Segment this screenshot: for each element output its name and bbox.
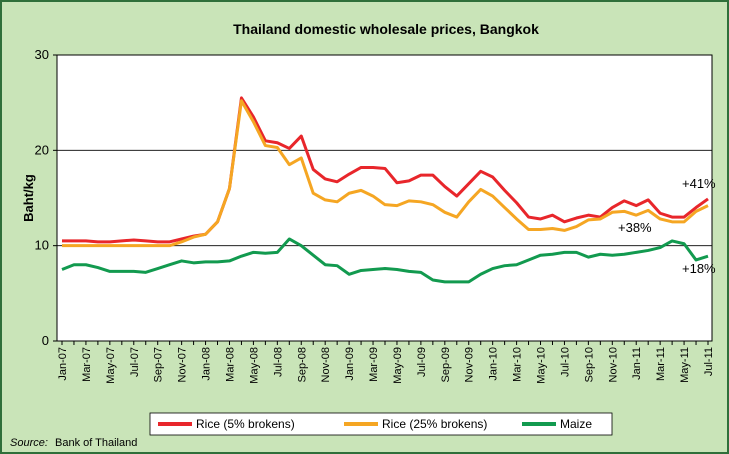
x-tick-label: Jan-07 — [57, 347, 69, 381]
legend: Rice (5% brokens) Rice (25% brokens) Maize — [149, 412, 613, 436]
x-tick-label: May-07 — [105, 347, 117, 384]
series-line — [62, 99, 709, 248]
x-tick-label: Jan-11 — [631, 347, 643, 380]
annotation: +38% — [618, 220, 652, 235]
x-tick-label: Nov-07 — [177, 347, 189, 382]
legend-label: Rice (25% brokens) — [382, 417, 487, 431]
x-tick-label: May-08 — [248, 347, 260, 384]
source-label: Source: — [10, 437, 48, 449]
x-tick-label: Mar-11 — [655, 347, 667, 381]
x-tick-label: Jan-09 — [344, 347, 356, 381]
x-tick-label: Mar-09 — [368, 347, 380, 382]
series-line — [62, 96, 709, 244]
x-tick-label: Jan-08 — [201, 347, 213, 381]
x-tick-label: May-10 — [536, 347, 548, 384]
x-tick-label: Sep-10 — [583, 347, 595, 382]
x-tick-label: Sep-08 — [296, 347, 308, 382]
y-axis-label: Baht/kg — [21, 174, 36, 222]
annotation: +41% — [682, 176, 716, 191]
y-tick-label: 0 — [42, 333, 49, 348]
x-tick-label: May-09 — [392, 347, 404, 384]
x-tick-label: Jul-07 — [129, 347, 141, 377]
y-tick-label: 10 — [35, 238, 49, 253]
plot-area — [56, 54, 713, 342]
x-tick-label: Sep-09 — [440, 347, 452, 382]
annotation: +18% — [682, 261, 716, 276]
x-tick-label: Mar-08 — [224, 347, 236, 382]
source: Bank of Thailand — [55, 437, 137, 449]
x-tick-label: Jul-10 — [559, 347, 571, 377]
x-tick-label: Mar-07 — [81, 347, 93, 382]
x-tick-label: Nov-10 — [607, 347, 619, 382]
x-tick-label: Nov-09 — [464, 347, 476, 382]
x-tick-label: Nov-08 — [320, 347, 332, 382]
x-tick-label: Jul-11 — [703, 347, 715, 376]
x-tick-label: Jan-10 — [488, 347, 500, 381]
x-tick-label: Sep-07 — [153, 347, 165, 382]
series-line — [61, 237, 709, 284]
legend-label: Maize — [560, 417, 592, 431]
legend-box — [149, 412, 613, 436]
legend-label: Rice (5% brokens) — [196, 417, 295, 431]
y-tick-label: 20 — [35, 142, 49, 157]
y-tick-label: 30 — [35, 47, 49, 62]
x-tick-label: Jul-08 — [272, 347, 284, 377]
x-tick-label: Jul-09 — [416, 347, 428, 377]
chart-title: Thailand domestic wholesale prices, Bang… — [233, 21, 539, 37]
x-tick-label: Mar-10 — [512, 347, 524, 382]
x-tick-label: May-11 — [679, 347, 691, 383]
